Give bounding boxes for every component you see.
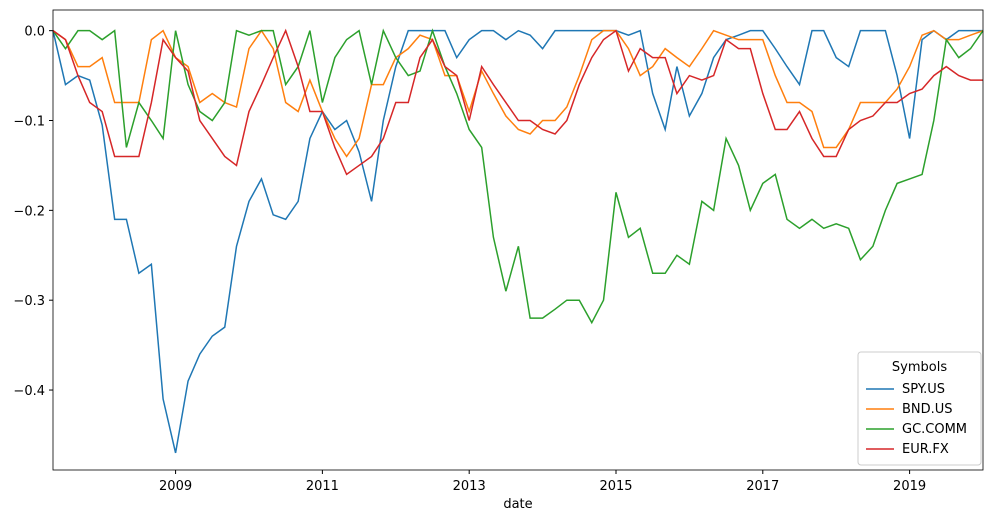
x-tick-label: 2013 bbox=[453, 479, 486, 494]
y-tick-label: −0.4 bbox=[13, 384, 45, 399]
y-tick-label: −0.1 bbox=[13, 115, 45, 130]
series-line bbox=[52, 28, 983, 176]
x-axis-label: date bbox=[503, 497, 532, 512]
legend-title: Symbols bbox=[892, 360, 947, 375]
y-tick-label: −0.3 bbox=[13, 294, 45, 309]
plot-frame bbox=[52, 9, 984, 471]
series-line bbox=[52, 29, 984, 158]
series-line bbox=[52, 29, 983, 454]
x-tick-label: 2011 bbox=[306, 479, 339, 494]
legend-box bbox=[857, 351, 982, 466]
legend-label: GC.COMM bbox=[902, 422, 967, 437]
y-tick-label: 0.0 bbox=[24, 25, 45, 40]
x-tick-label: 2019 bbox=[893, 479, 926, 494]
x-tick-label: 2009 bbox=[159, 479, 192, 494]
series-line bbox=[52, 28, 984, 325]
y-tick-label: −0.2 bbox=[13, 204, 45, 219]
x-tick-label: 2015 bbox=[599, 479, 632, 494]
x-tick-label: 2017 bbox=[746, 479, 779, 494]
legend-label: EUR.FX bbox=[902, 442, 949, 457]
legend-label: SPY.US bbox=[902, 382, 945, 397]
legend-label: BND.US bbox=[902, 402, 953, 417]
